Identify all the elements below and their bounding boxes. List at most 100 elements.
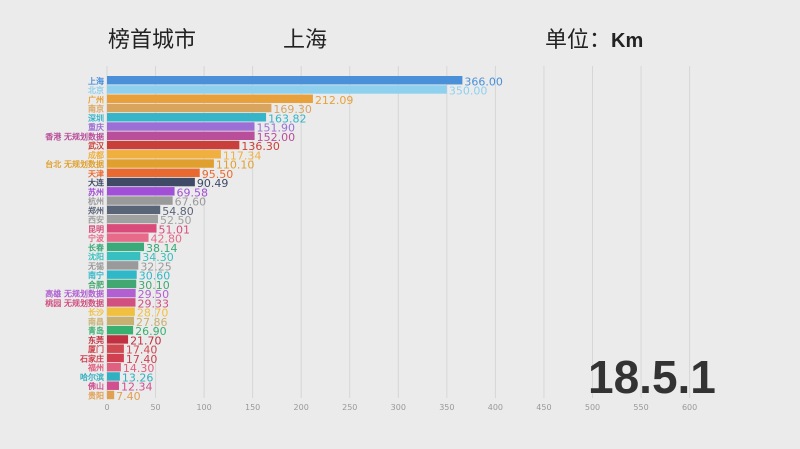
leader-label: 榜首城市: [108, 28, 197, 53]
category-label: 佛山: [87, 381, 104, 391]
category-label: 西安: [88, 215, 104, 225]
value-label: 21.70: [130, 334, 162, 347]
bar: [107, 131, 255, 140]
value-label: 14.30: [123, 362, 155, 375]
value-label: 117.34: [223, 149, 262, 162]
value-label: 34.30: [142, 251, 174, 264]
x-tick-label: 500: [585, 403, 600, 412]
value-label: 152.00: [257, 131, 296, 144]
bar: [107, 168, 200, 178]
bar: [107, 279, 137, 289]
bar: [107, 251, 141, 261]
category-label: 天津: [88, 168, 104, 178]
bar: [107, 261, 139, 270]
category-label: 南昌: [88, 316, 104, 326]
bar: [107, 85, 447, 94]
bar: [107, 233, 149, 242]
value-label: 12.34: [121, 381, 153, 394]
x-tick-label: 150: [245, 403, 260, 412]
value-label: 26.90: [135, 325, 167, 338]
value-label: 29.50: [138, 288, 170, 301]
category-label: 广州: [88, 94, 104, 104]
value-label: 163.82: [268, 112, 307, 125]
bar: [107, 196, 173, 205]
bar: [107, 307, 135, 316]
bar: [107, 362, 121, 372]
category-label: 无锡: [87, 261, 104, 271]
value-label: 110.10: [216, 159, 255, 172]
category-label: 长沙: [88, 307, 104, 317]
x-tick-label: 400: [488, 403, 503, 412]
category-label: 青岛: [88, 326, 104, 336]
bar: [107, 288, 136, 298]
unit-prefix: 单位：: [545, 28, 612, 53]
bar: [107, 103, 272, 113]
value-label: 366.00: [464, 75, 503, 88]
bar: [107, 298, 136, 307]
value-label: 95.50: [202, 168, 234, 181]
bar: [107, 344, 124, 353]
category-label: 桃园 无规划数据: [45, 298, 104, 308]
x-tick-label: 0: [104, 403, 109, 412]
category-label: 香港 无规划数据: [44, 131, 104, 141]
bar: [107, 335, 129, 344]
bar: [107, 372, 120, 381]
value-label: 27.86: [136, 316, 168, 329]
value-label: 29.33: [137, 297, 169, 310]
category-label: 高雄 无规划数据: [45, 289, 104, 299]
bar: [107, 205, 161, 215]
date-label: 18.5.1: [588, 351, 716, 403]
category-label: 苏州: [88, 187, 104, 197]
bar: [107, 113, 267, 122]
value-label: 51.01: [159, 223, 191, 236]
category-label: 合肥: [87, 279, 104, 289]
bar: [107, 353, 124, 363]
bar: [107, 94, 313, 103]
category-label: 福州: [87, 363, 104, 373]
leader-city: 上海: [283, 28, 328, 53]
category-label: 宁波: [88, 233, 105, 243]
bar: [107, 224, 157, 233]
value-label: 32.25: [140, 260, 172, 273]
value-label: 38.14: [146, 242, 178, 255]
value-label: 13.26: [122, 371, 154, 384]
value-label: 151.90: [256, 122, 295, 135]
value-label: 42.80: [151, 233, 183, 246]
value-label: 90.49: [197, 177, 229, 190]
category-label: 贵阳: [88, 391, 104, 401]
category-label: 东莞: [88, 335, 104, 345]
value-label: 28.70: [137, 307, 169, 320]
category-label: 台北 无规划数据: [45, 159, 104, 169]
value-label: 54.80: [162, 205, 194, 218]
category-label: 郑州: [88, 205, 104, 215]
unit-value: Km: [611, 30, 644, 52]
x-tick-label: 300: [391, 403, 406, 412]
category-label: 南宁: [88, 270, 104, 280]
category-label: 南京: [88, 104, 104, 114]
value-label: 7.40: [116, 390, 140, 403]
category-label: 厦门: [88, 344, 104, 354]
category-label: 成都: [88, 150, 104, 160]
unit-label: 单位：Km: [545, 22, 643, 54]
category-label: 昆明: [88, 224, 104, 234]
bar: [107, 214, 158, 224]
category-label: 长春: [88, 242, 104, 252]
category-label: 北京: [88, 85, 104, 95]
x-tick-label: 50: [150, 403, 160, 412]
bar: [107, 242, 145, 252]
category-label: 哈尔滨: [80, 372, 104, 382]
value-label: 212.09: [315, 94, 354, 107]
value-label: 169.30: [273, 103, 312, 116]
x-tick-label: 100: [196, 403, 211, 412]
x-tick-label: 600: [682, 403, 697, 412]
category-label: 上海: [88, 76, 104, 86]
bar: [107, 187, 175, 196]
category-label: 石家庄: [79, 353, 104, 363]
bar: [107, 150, 221, 159]
x-tick-label: 350: [439, 403, 454, 412]
x-tick-label: 250: [342, 403, 357, 412]
bar: [107, 140, 240, 150]
value-label: 52.50: [160, 214, 192, 227]
bar: [107, 177, 195, 187]
